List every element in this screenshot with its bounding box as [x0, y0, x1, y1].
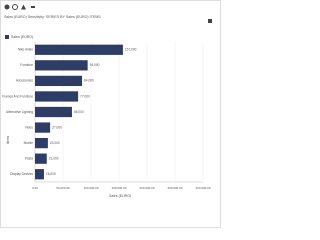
y-tick-label: Furniture	[20, 63, 33, 67]
bar	[35, 122, 51, 133]
data-label: 21,000	[49, 157, 59, 161]
data-label: 66,000	[74, 110, 84, 114]
x-tick-label: 150,000.00	[111, 186, 126, 190]
refresh-icon[interactable]	[12, 4, 18, 10]
y-tick-label: Alternative Lighting	[6, 110, 33, 114]
alert-icon[interactable]	[21, 4, 26, 10]
chart-title: Sales (EURO) Sensitivity: SERIES BY Sale…	[4, 15, 101, 19]
data-label: 23,000	[50, 141, 60, 145]
x-tick-label: 250,000.00	[167, 186, 182, 190]
chart: Sales (EURO) Sensitivity: SERIES BY Sale…	[0, 0, 221, 228]
bar	[35, 91, 79, 102]
bar	[35, 106, 72, 118]
x-tick-label: 50,000.00	[56, 186, 70, 190]
y-tick-label: Video	[25, 125, 33, 129]
export-icon[interactable]	[208, 19, 212, 23]
toolbar	[4, 4, 212, 23]
y-axis-title: Items	[6, 135, 10, 144]
bar	[35, 137, 48, 149]
data-label: 157,000	[125, 48, 137, 52]
bar	[35, 44, 123, 55]
y-tick-label: Mobile	[24, 141, 34, 145]
x-tick-label: 300,000.00	[195, 186, 210, 190]
x-tick-label: 100,000.00	[83, 186, 98, 190]
more-icon[interactable]	[31, 6, 35, 8]
x-tick-label: 200,000.00	[139, 186, 154, 190]
panel-border	[0, 0, 221, 228]
data-label: 84,000	[84, 79, 94, 83]
data-label: 27,000	[52, 125, 62, 129]
bar	[35, 75, 83, 87]
x-axis-title: Sales (EURO)	[109, 194, 131, 198]
data-label: 77,000	[80, 94, 90, 98]
settings-icon[interactable]	[4, 4, 10, 10]
y-tick-label: Pasta	[25, 157, 33, 161]
bar	[35, 169, 44, 180]
x-tick-label: 0.00	[32, 186, 38, 190]
y-tick-label: Accessories	[16, 79, 34, 83]
y-tick-label: Nike Ankle	[18, 48, 33, 52]
y-tick-label: Frames And Furniture	[2, 94, 33, 98]
legend-swatch	[5, 35, 9, 39]
y-tick-label: Display Devices	[10, 172, 33, 176]
bar	[35, 60, 88, 71]
data-label: 16,000	[46, 172, 56, 176]
legend-label: Sales (EURO)	[11, 35, 33, 39]
data-label: 94,000	[90, 63, 100, 67]
bar	[35, 153, 47, 164]
